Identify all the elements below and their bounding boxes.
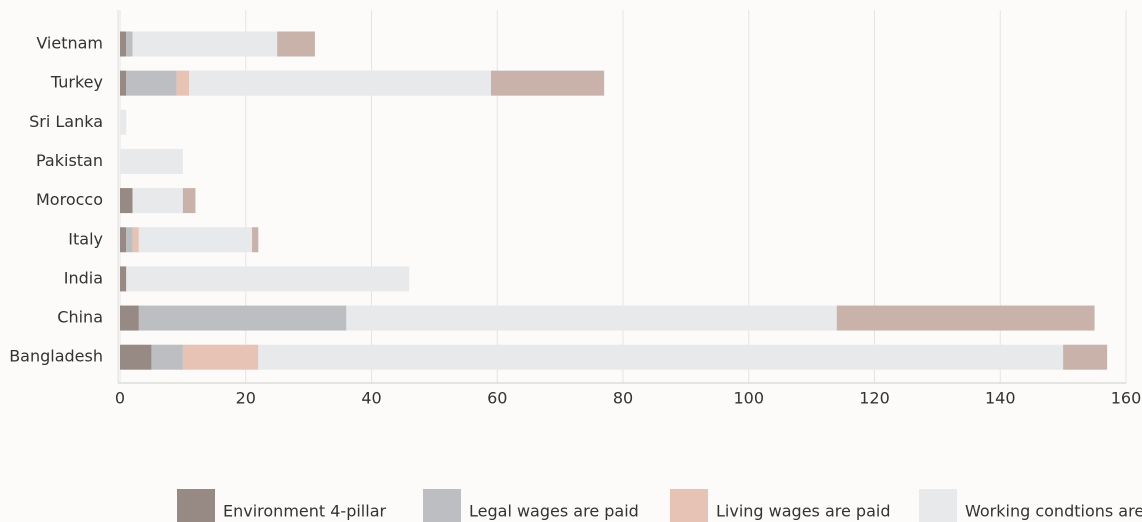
bar-segment [132, 31, 278, 57]
y-tick-label: China [57, 308, 103, 327]
y-tick-label: India [64, 268, 103, 287]
bar-segment [490, 70, 605, 96]
y-tick-label: Italy [68, 229, 103, 248]
bar-segment [132, 227, 139, 253]
bar-segment [126, 31, 133, 57]
legend-label: Living wages are paid [716, 502, 891, 521]
x-tick-label: 100 [733, 389, 764, 408]
bar-segment [346, 305, 837, 331]
x-tick-label: 40 [361, 389, 381, 408]
legend-swatch [177, 489, 215, 522]
y-tick-label: Vietnam [36, 34, 103, 53]
bar-segment [151, 344, 183, 370]
x-tick-label: 120 [859, 389, 890, 408]
bar-segment [120, 305, 139, 331]
legend-label: Working condtions are [965, 502, 1142, 521]
x-tick-label: 60 [487, 389, 507, 408]
bar-segment [277, 31, 315, 57]
y-tick-label: Bangladesh [9, 347, 103, 366]
bar-segment [126, 227, 133, 253]
bar-segment [138, 305, 347, 331]
bar-segment [836, 305, 1095, 331]
legend-swatch [423, 489, 461, 522]
y-tick-label: Morocco [36, 190, 103, 209]
bar-segment [189, 70, 491, 96]
y-tick-label: Sri Lanka [29, 112, 103, 131]
bar-segment [1063, 344, 1108, 370]
bar-segment [120, 148, 183, 174]
bar-segment [120, 70, 127, 96]
legend-label: Environment 4-pillar [223, 502, 387, 521]
bar-segment [120, 344, 152, 370]
x-tick-label: 160 [1111, 389, 1142, 408]
bar-segment [126, 266, 410, 292]
legend-swatch [919, 489, 957, 522]
bar-segment [120, 31, 127, 57]
x-tick-label: 20 [236, 389, 256, 408]
bar-segment [258, 344, 1064, 370]
bar-segment [138, 227, 253, 253]
bar-segment [252, 227, 259, 253]
x-tick-label: 80 [613, 389, 633, 408]
bar-segment [176, 70, 190, 96]
bar-segment [120, 188, 133, 214]
x-tick-label: 0 [115, 389, 125, 408]
y-tick-label: Turkey [50, 73, 103, 92]
legend-label: Legal wages are paid [469, 502, 639, 521]
y-tick-label: Pakistan [36, 151, 103, 170]
bar-segment [182, 188, 196, 214]
bar-segment [132, 188, 183, 214]
bar-segment [120, 227, 127, 253]
bar-segment [182, 344, 259, 370]
bar-segment [126, 70, 177, 96]
bar-segment [120, 109, 127, 135]
x-tick-label: 140 [985, 389, 1016, 408]
legend-swatch [670, 489, 708, 522]
bar-segment [120, 266, 127, 292]
